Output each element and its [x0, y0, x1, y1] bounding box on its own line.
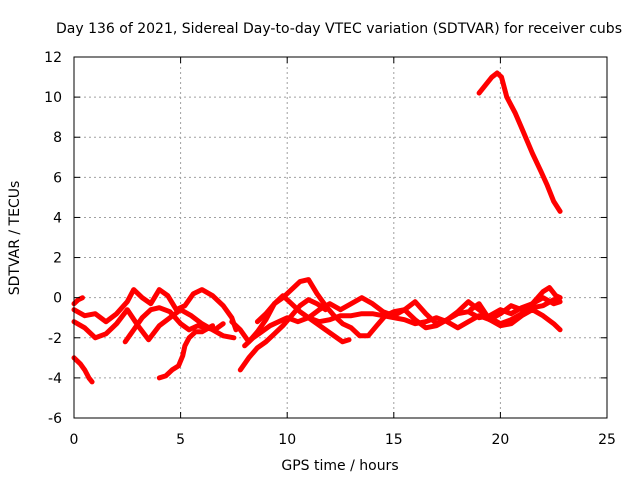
y-tick-label: 0 [53, 291, 62, 307]
y-tick-label: 4 [53, 210, 62, 226]
x-tick-label: 25 [598, 432, 616, 448]
series-track-9 [254, 293, 352, 345]
data-series-group [71, 70, 563, 385]
series-track-2 [71, 355, 95, 385]
x-tick-label: 20 [491, 432, 509, 448]
series-track-1 [71, 295, 85, 307]
series-track-3 [71, 287, 239, 333]
x-tick-label: 5 [176, 432, 185, 448]
y-tick-label: -6 [48, 411, 62, 427]
series-track-10 [242, 295, 563, 349]
plot-frame [73, 56, 608, 419]
axis-ticks: 0 5 10 15 20 25 -6 -4 -2 0 2 4 6 8 10 12 [44, 50, 616, 448]
y-tick-label: 8 [53, 130, 62, 146]
series-track-8 [229, 277, 563, 345]
y-tick-label: 12 [44, 50, 62, 66]
y-tick-label: -4 [48, 371, 62, 387]
x-tick-label: 10 [278, 432, 296, 448]
chart-title: Day 136 of 2021, Sidereal Day-to-day VTE… [56, 21, 622, 37]
y-tick-label: 2 [53, 251, 62, 267]
y-tick-label: 6 [53, 170, 62, 186]
series-track-7 [237, 297, 329, 373]
x-axis-label: GPS time / hours [281, 458, 398, 474]
series-track-12 [476, 70, 563, 214]
series-track-11 [306, 307, 563, 333]
series-track-6 [156, 323, 216, 381]
x-tick-label: 0 [70, 432, 79, 448]
y-tick-label: 10 [44, 90, 62, 106]
series-track-13 [468, 285, 563, 323]
y-tick-label: -2 [48, 331, 62, 347]
y-axis-label: SDTVAR / TECUs [7, 181, 23, 296]
x-tick-label: 15 [385, 432, 403, 448]
grid-lines [74, 57, 607, 418]
